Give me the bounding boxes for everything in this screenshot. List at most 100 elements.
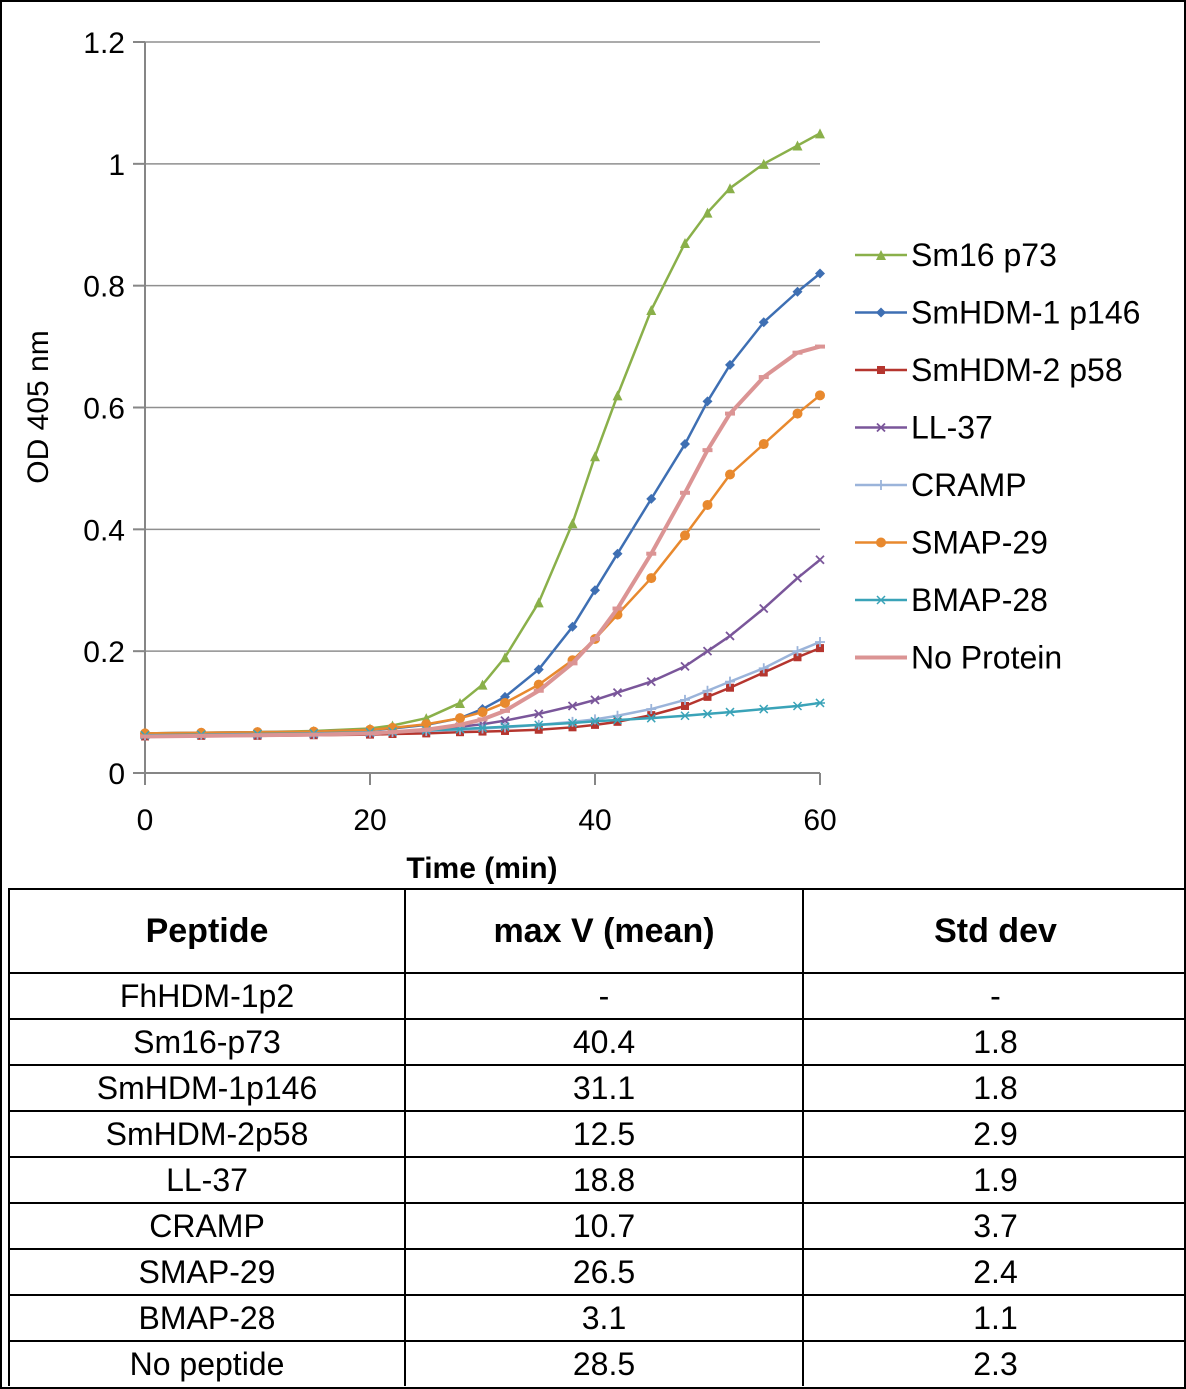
data-point [792,701,803,711]
data-point [533,688,544,693]
y-axis-title: OD 405 nm [22,330,55,483]
data-point [725,359,735,370]
legend-marker [876,480,886,490]
header-max-v: max V (mean) [404,888,804,974]
data-point [815,128,825,139]
cell-std-dev: 1.9 [802,1156,1186,1204]
data-point [646,713,657,723]
legend-label: SmHDM-1 p146 [911,295,1140,331]
legend: Sm16 p73 SmHDM-1 p146 SmHDM-2 p58 LL-37 CRAM… [855,237,1140,676]
data-point [647,711,656,720]
table-row: No peptide 28.5 2.3 [8,1340,1186,1386]
data-point [196,733,207,738]
data-point [590,636,600,641]
data-point [567,701,578,711]
data-point [816,644,824,653]
data-point [815,268,825,279]
data-point [140,734,150,739]
series-line [144,344,821,739]
data-point [792,140,803,151]
legend-label: BMAP-28 [911,582,1048,618]
data-point [758,317,769,328]
legend-marker [876,422,886,433]
cell-std-dev: 2.3 [802,1340,1186,1386]
cell-peptide: LL-37 [8,1156,406,1204]
legend-entry: LL-37 [855,410,993,446]
cell-std-dev: 1.1 [802,1294,1186,1342]
data-point [568,723,577,732]
cell-peptide: Sm16-p73 [8,1018,406,1066]
axes [144,42,820,774]
data-point [567,661,578,666]
data-point [613,717,622,726]
data-point [680,694,690,705]
data-point [567,718,578,728]
cell-std-dev: 1.8 [802,1018,1186,1066]
data-point [702,207,713,218]
table-row: Sm16-p73 40.4 1.8 [8,1018,1186,1066]
cell-peptide: FhHDM-1p2 [8,972,406,1020]
data-point [815,637,825,648]
data-point [477,679,488,690]
data-point [387,730,398,735]
y-tick-label: 0 [108,758,125,791]
legend-label: SMAP-29 [911,525,1048,561]
data-point [702,396,713,407]
cell-std-dev: 1.8 [802,1064,1186,1112]
legend-marker [876,307,886,318]
data-point [726,683,734,692]
data-point [590,714,600,725]
data-point [591,720,599,729]
header-peptide: Peptide [8,888,406,974]
data-point [590,451,600,462]
data-point [702,448,713,453]
data-point [455,713,465,724]
legend-marker [876,250,886,260]
data-point [477,723,488,733]
data-point [758,375,769,380]
series-7 [140,344,825,739]
table-row: SMAP-29 26.5 2.4 [8,1248,1186,1296]
cell-std-dev: 3.7 [802,1202,1186,1250]
cell-peptide: SMAP-29 [8,1248,406,1296]
data-point [477,707,488,718]
data-point [534,709,544,719]
data-point [702,709,713,719]
legend-entry: SmHDM-1 p146 [855,295,1140,331]
data-point [533,720,544,730]
data-point [646,551,657,556]
data-point [702,685,713,696]
legend-entry: CRAMP [855,467,1027,503]
table-row: FhHDM-1p2- - [8,972,1186,1020]
data-point [612,390,623,401]
data-point [612,606,623,611]
data-point [612,548,623,559]
data-point [725,631,735,641]
cell-max-v: 18.8 [404,1156,804,1204]
cell-peptide: SmHDM-2p58 [8,1110,406,1158]
results-table: Peptide max V (mean) Std dev FhHDM-1p2- -… [8,888,1186,1386]
data-point [815,555,825,565]
data-point [567,621,578,632]
data-point [725,411,735,416]
data-point [680,711,690,721]
cell-peptide: BMAP-28 [8,1294,406,1342]
data-point [792,646,803,657]
tick-labels: 0 0.2 0.4 0.6 0.8 1 1.2 0 20 40 60 [83,27,836,837]
cell-std-dev: - [802,972,1186,1020]
cell-max-v: 26.5 [404,1248,804,1296]
cell-max-v: 28.5 [404,1340,804,1386]
y-tick-label: 1.2 [83,27,125,60]
data-point [703,692,712,701]
cell-max-v: 3.1 [404,1294,804,1342]
legend-label: LL-37 [911,410,993,446]
data-point [500,697,510,708]
header-std-dev: Std dev [802,888,1186,974]
gridlines [133,41,821,785]
data-point [815,698,825,708]
data-point [500,708,510,713]
legend-label: CRAMP [911,467,1027,503]
cell-max-v: 12.5 [404,1110,804,1158]
table-row: SmHDM-2p58 12.5 2.9 [8,1110,1186,1158]
legend-entry: No Protein [855,640,1062,676]
